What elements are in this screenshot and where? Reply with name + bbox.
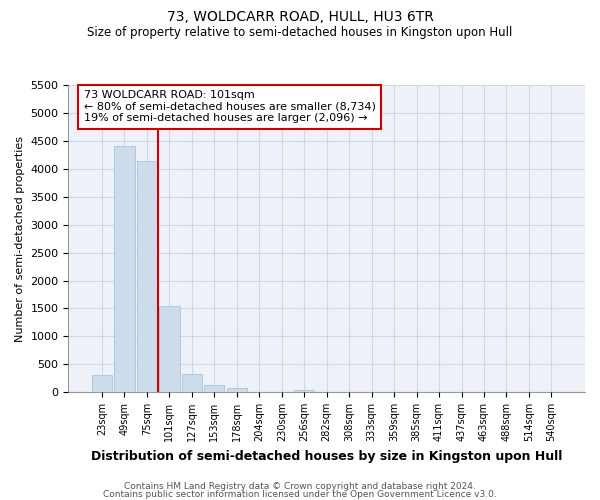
Text: 73 WOLDCARR ROAD: 101sqm
← 80% of semi-detached houses are smaller (8,734)
19% o: 73 WOLDCARR ROAD: 101sqm ← 80% of semi-d… [84, 90, 376, 124]
Text: Contains public sector information licensed under the Open Government Licence v3: Contains public sector information licen… [103, 490, 497, 499]
Bar [294, 390, 314, 392]
Bar [182, 374, 202, 392]
Bar [137, 160, 157, 392]
Text: Size of property relative to semi-detached houses in Kingston upon Hull: Size of property relative to semi-detach… [88, 26, 512, 39]
Y-axis label: Number of semi-detached properties: Number of semi-detached properties [15, 136, 25, 342]
Bar [227, 388, 247, 392]
X-axis label: Distribution of semi-detached houses by size in Kingston upon Hull: Distribution of semi-detached houses by … [91, 450, 562, 462]
Bar [92, 376, 112, 392]
Bar [159, 306, 179, 392]
Text: Contains HM Land Registry data © Crown copyright and database right 2024.: Contains HM Land Registry data © Crown c… [124, 482, 476, 491]
Bar [204, 385, 224, 392]
Bar [115, 146, 134, 392]
Text: 73, WOLDCARR ROAD, HULL, HU3 6TR: 73, WOLDCARR ROAD, HULL, HU3 6TR [167, 10, 433, 24]
